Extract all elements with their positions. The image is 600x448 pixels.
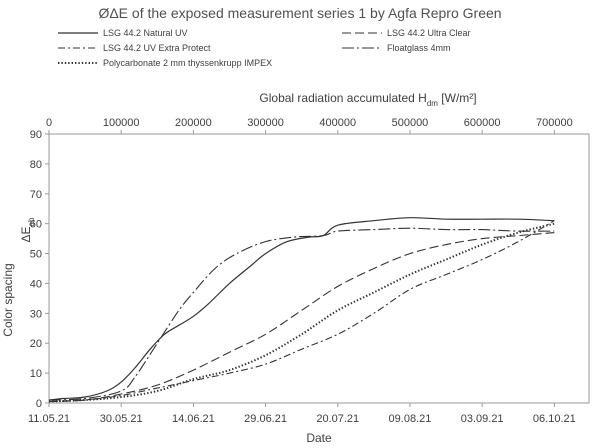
series-line: [48, 232, 555, 403]
top-tick-label: 700000: [536, 117, 573, 129]
series-layer: [48, 217, 555, 403]
legend-item: LSG 44.2 Natural UV: [58, 28, 188, 38]
x-tick-label: 29.06.21: [244, 413, 287, 425]
plot-frame: [48, 133, 590, 404]
y-tick-label: 60: [30, 219, 42, 231]
series-line: [48, 217, 555, 401]
x-tick-label: 09.08.21: [389, 413, 432, 425]
legend-label: LSG 44.2 Ultra Clear: [387, 28, 471, 38]
x-tick-label: 30.05.21: [100, 413, 143, 425]
legend-item: Floatglass 4mm: [342, 43, 451, 53]
x-tick-label: 14.06.21: [172, 413, 215, 425]
y-axis-symbol: ΔEab: [19, 217, 36, 242]
y-tick-label: 0: [36, 398, 42, 410]
x-tick-label: 20.07.21: [316, 413, 359, 425]
legend-item: LSG 44.2 Ultra Clear: [342, 28, 471, 38]
x-axis-title: Date: [306, 431, 332, 445]
legend-label: LSG 44.2 Natural UV: [103, 28, 188, 38]
legend: LSG 44.2 Natural UV LSG 44.2 Ultra Clear L…: [58, 28, 471, 68]
top-tick-label: 200000: [175, 117, 212, 129]
top-axis-title: Global radiation accumulated Hdm [W/m²]: [259, 91, 476, 108]
y-axis-title: Color spacing: [1, 263, 15, 336]
top-tick-label: 500000: [392, 117, 429, 129]
bottom-axis: 11.05.21 30.05.21 14.06.21 29.06.21 20.07.21…: [28, 403, 576, 425]
series-line: [48, 227, 555, 401]
y-tick-label: 10: [30, 368, 42, 380]
legend-item: Polycarbonate 2 mm thyssenkrupp IMPEX: [58, 58, 272, 68]
legend-label: LSG 44.2 UV Extra Protect: [103, 43, 211, 53]
left-axis: 0 10 20 30 40 50 60 70 80 90: [30, 129, 49, 410]
legend-label: Polycarbonate 2 mm thyssenkrupp IMPEX: [103, 58, 272, 68]
chart-title: ØΔE of the exposed measurement series 1 …: [98, 5, 501, 21]
x-tick-label: 06.10.21: [533, 413, 576, 425]
y-tick-label: 80: [30, 159, 42, 171]
top-tick-label: 100000: [103, 117, 140, 129]
top-tick-label: 600000: [464, 117, 501, 129]
series-line: [48, 220, 555, 403]
x-tick-label: 11.05.21: [28, 413, 70, 425]
series-line: [48, 222, 555, 403]
x-tick-label: 03.09.21: [461, 413, 504, 425]
y-tick-label: 30: [30, 308, 42, 320]
top-tick-label: 0: [46, 117, 52, 129]
legend-label: Floatglass 4mm: [387, 43, 451, 53]
legend-item: LSG 44.2 UV Extra Protect: [58, 43, 211, 53]
y-tick-label: 50: [30, 249, 42, 261]
top-tick-label: 400000: [319, 117, 356, 129]
y-tick-label: 90: [30, 129, 42, 141]
y-tick-label: 70: [30, 189, 42, 201]
y-tick-label: 40: [30, 278, 42, 290]
top-axis: 0 100000 200000 300000 400000 500000 600000 700…: [46, 117, 573, 134]
top-tick-label: 300000: [247, 117, 284, 129]
y-tick-label: 20: [30, 338, 42, 350]
